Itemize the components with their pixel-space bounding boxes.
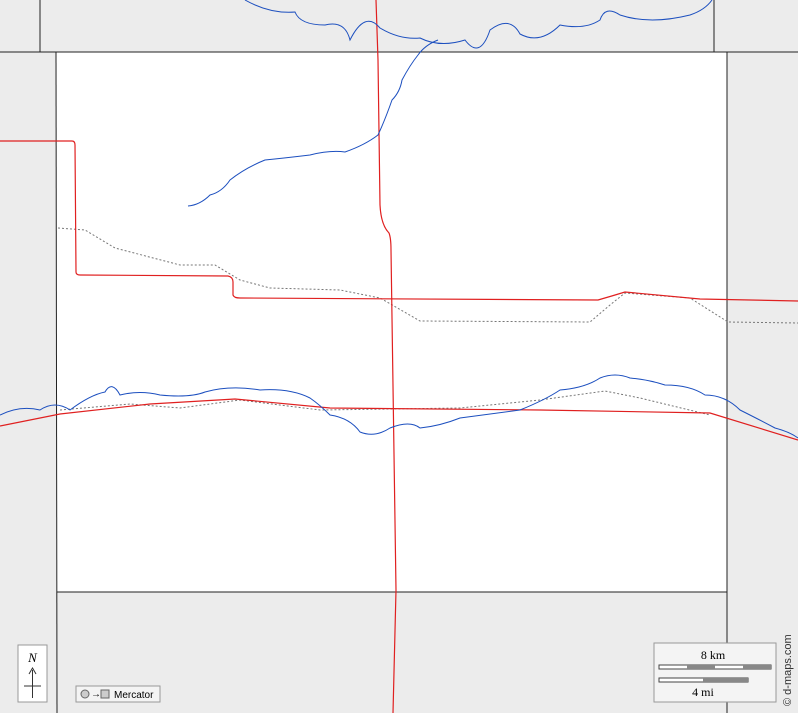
scale-km: 8 km <box>701 648 726 662</box>
projection-label: Mercator <box>114 690 154 701</box>
projection-box: → Mercator <box>75 685 161 703</box>
credit: © d-maps.com <box>782 634 794 706</box>
compass: N <box>17 644 48 703</box>
svg-text:→: → <box>91 689 101 700</box>
scale-mi: 4 mi <box>692 685 714 699</box>
scale-bar: 8 km 4 mi <box>653 642 777 703</box>
rivers <box>0 0 798 439</box>
compass-label: N <box>27 650 38 665</box>
